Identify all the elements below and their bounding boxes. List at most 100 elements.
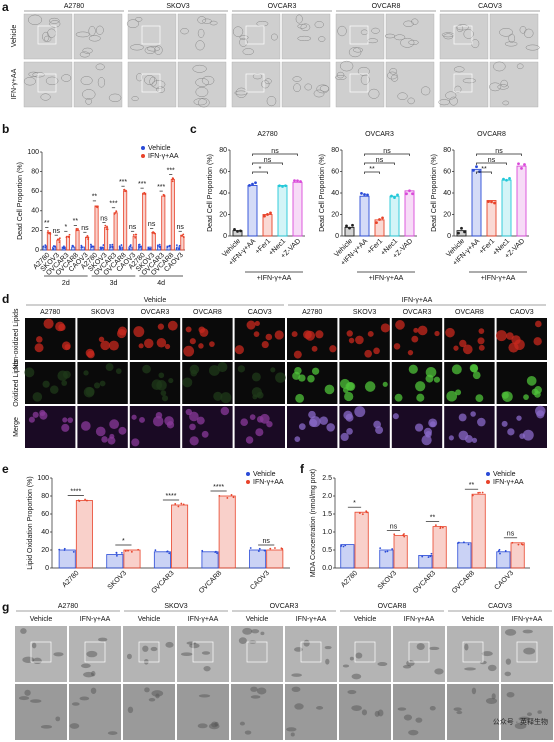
cell <box>471 39 480 49</box>
organelle <box>90 687 97 694</box>
cell <box>502 100 510 106</box>
y-tick-label: 40 <box>219 190 227 197</box>
cell <box>126 19 140 29</box>
cell <box>516 63 524 70</box>
significance: **** <box>213 484 224 491</box>
cell-signal <box>470 411 476 417</box>
replicate-dot <box>128 247 131 250</box>
inset-box <box>453 73 473 93</box>
cell-signal <box>220 406 230 416</box>
cell <box>97 77 106 88</box>
replicate-dot <box>85 236 88 239</box>
replicate-dot <box>396 193 399 197</box>
replicate-dot <box>47 230 49 232</box>
organelle <box>526 712 532 717</box>
replicate-dot <box>511 541 514 544</box>
organelle <box>142 645 149 652</box>
y-tick-label: 2.0 <box>322 493 332 500</box>
cell <box>300 23 311 32</box>
significance: ns <box>271 148 279 155</box>
replicate-dot <box>216 552 218 555</box>
cell-signal <box>189 411 199 422</box>
bar <box>106 554 124 569</box>
cell-signal <box>270 367 276 373</box>
replicate-dot <box>490 200 493 204</box>
panel-letter: c <box>190 122 197 136</box>
bar <box>359 195 370 237</box>
cell-signal <box>421 434 432 446</box>
cell <box>270 33 278 41</box>
replicate-dot <box>214 551 217 553</box>
replicate-dot <box>439 527 442 530</box>
cell <box>45 76 59 86</box>
y-tick-label: 80 <box>41 493 49 500</box>
significance: ns <box>129 224 137 231</box>
bar <box>180 235 185 251</box>
inset-box <box>192 641 214 663</box>
replicate-dot <box>439 525 442 528</box>
bar <box>171 504 189 569</box>
cell-signal <box>534 320 542 328</box>
micrograph <box>385 61 435 108</box>
organelle <box>198 694 211 698</box>
cell <box>352 47 364 53</box>
replicate-dot <box>375 221 378 225</box>
bar <box>142 192 147 251</box>
legend-label: Vehicle <box>148 145 171 152</box>
bar <box>379 549 394 569</box>
y-tick-label: 0 <box>223 233 227 240</box>
micrograph <box>489 61 539 108</box>
cell <box>197 16 207 24</box>
cell-signal <box>256 391 264 399</box>
chart-title: OVCAR3 <box>365 131 394 138</box>
replicate-dot <box>358 512 361 514</box>
cell-signal <box>166 421 175 429</box>
replicate-dot <box>166 246 169 249</box>
cell <box>40 93 51 101</box>
replicate-dot <box>280 547 283 550</box>
cell <box>261 80 270 89</box>
cell-signal <box>455 389 462 396</box>
micrograph <box>177 61 227 108</box>
cell-signal <box>151 379 163 391</box>
y-tick-label: 100 <box>27 149 39 156</box>
organelle <box>53 652 64 657</box>
inset-box <box>141 73 161 93</box>
replicate-dot <box>124 550 127 552</box>
cell-signal <box>340 432 349 442</box>
cell <box>371 27 380 34</box>
organelle <box>40 725 53 729</box>
cell-signal <box>189 364 200 375</box>
organelle <box>31 642 37 649</box>
cell-signal <box>201 430 209 438</box>
condition-header: IFN-γ+AA <box>402 297 433 304</box>
cell <box>525 44 540 51</box>
organelle <box>316 706 324 710</box>
replicate-dot <box>493 201 496 205</box>
replicate-dot <box>158 243 161 246</box>
em-image <box>393 684 445 740</box>
cell-signal <box>131 414 137 420</box>
panel-letter: e <box>2 462 9 476</box>
cell-signal <box>364 381 376 392</box>
cell-signal <box>49 385 59 394</box>
cell-signal <box>458 413 467 422</box>
organelle <box>250 695 261 699</box>
cell-signal <box>534 405 546 417</box>
significance: ns <box>262 538 270 545</box>
replicate-dot <box>266 213 269 216</box>
replicate-dot <box>408 189 411 193</box>
organelle <box>286 727 297 732</box>
cell <box>197 28 205 38</box>
inset-box <box>354 641 376 663</box>
cell <box>49 20 61 28</box>
inset-box <box>408 641 430 663</box>
condition-label: Vehicle <box>30 616 53 623</box>
cell <box>239 35 249 40</box>
cell <box>88 25 96 36</box>
group-label: +IFN-γ+AA <box>481 275 516 282</box>
cell <box>180 28 189 35</box>
panel-letter: b <box>2 122 9 136</box>
cell <box>88 35 101 42</box>
micrograph <box>73 13 123 60</box>
